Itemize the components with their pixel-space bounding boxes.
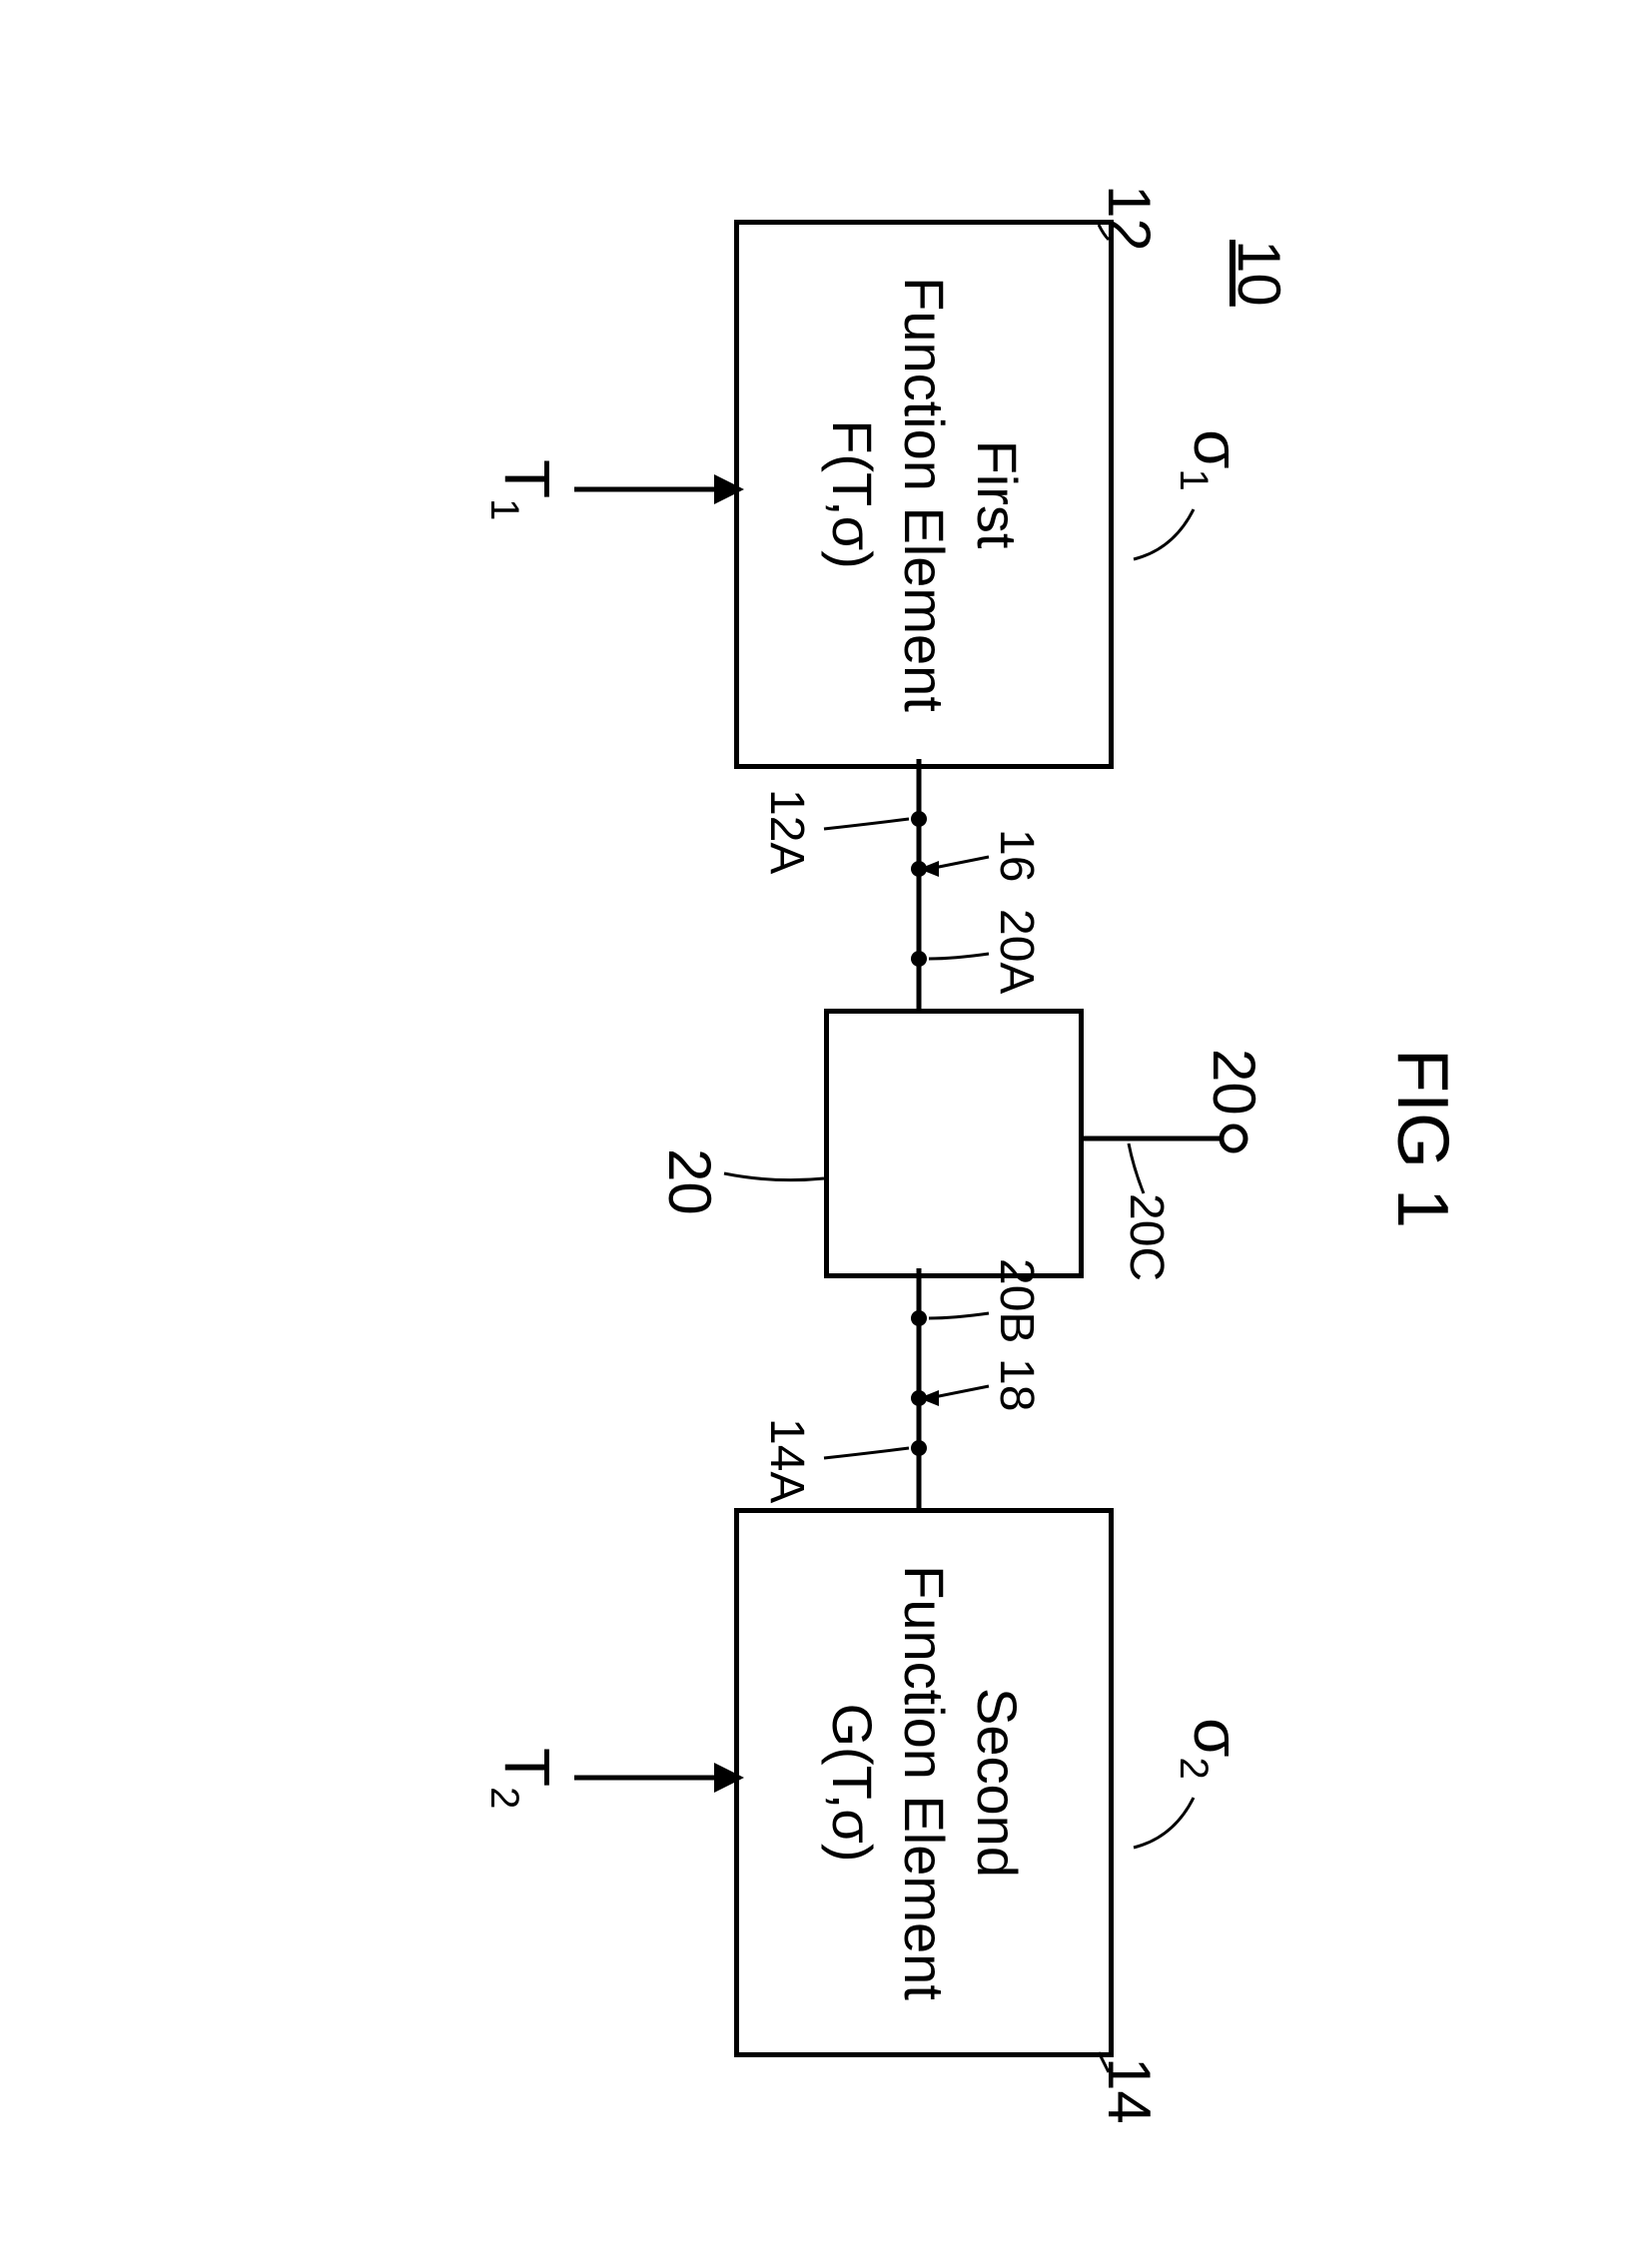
node-20b [911,1310,927,1326]
ref-20-top: 20 [1200,1049,1268,1116]
label-12a: 12A [759,789,814,874]
node-14a [911,1440,927,1456]
label-20b: 20B [989,1258,1044,1343]
label-14a: 14A [759,1418,814,1503]
t2-symbol: T [491,1748,563,1787]
lead-ref20below [724,1173,824,1180]
lead-ref14 [1099,2052,1109,2072]
t1-arrow-head [714,474,744,504]
label-18: 18 [989,1358,1044,1411]
label-20a: 20A [989,909,1044,994]
node-20a [911,951,927,967]
lead-20c [1129,1143,1144,1193]
t2-sub: 2 [482,1787,526,1809]
t2-arrow-head [714,1763,744,1793]
t2-label: T2 [481,1748,564,1809]
lead-12a [824,819,909,829]
lead-14a [824,1448,909,1458]
wiring-svg [0,0,1643,2268]
output-terminal [1222,1127,1245,1150]
lead-ref12 [1099,225,1109,240]
node-12a [911,811,927,827]
t1-symbol: T [491,459,563,498]
label-16: 16 [989,829,1044,882]
diagram-canvas: FIG 1 10 First Function Element F(T,σ) 1… [0,0,1643,2268]
lead-sigma2 [1134,1798,1194,1848]
t1-sub: 1 [482,498,526,520]
label-20c: 20C [1119,1193,1174,1281]
t1-label: T1 [481,459,564,520]
lead-20a [929,954,989,959]
lead-sigma1 [1134,509,1194,559]
lead-20b [929,1313,989,1318]
page-container: FIG 1 10 First Function Element F(T,σ) 1… [0,0,1643,2268]
